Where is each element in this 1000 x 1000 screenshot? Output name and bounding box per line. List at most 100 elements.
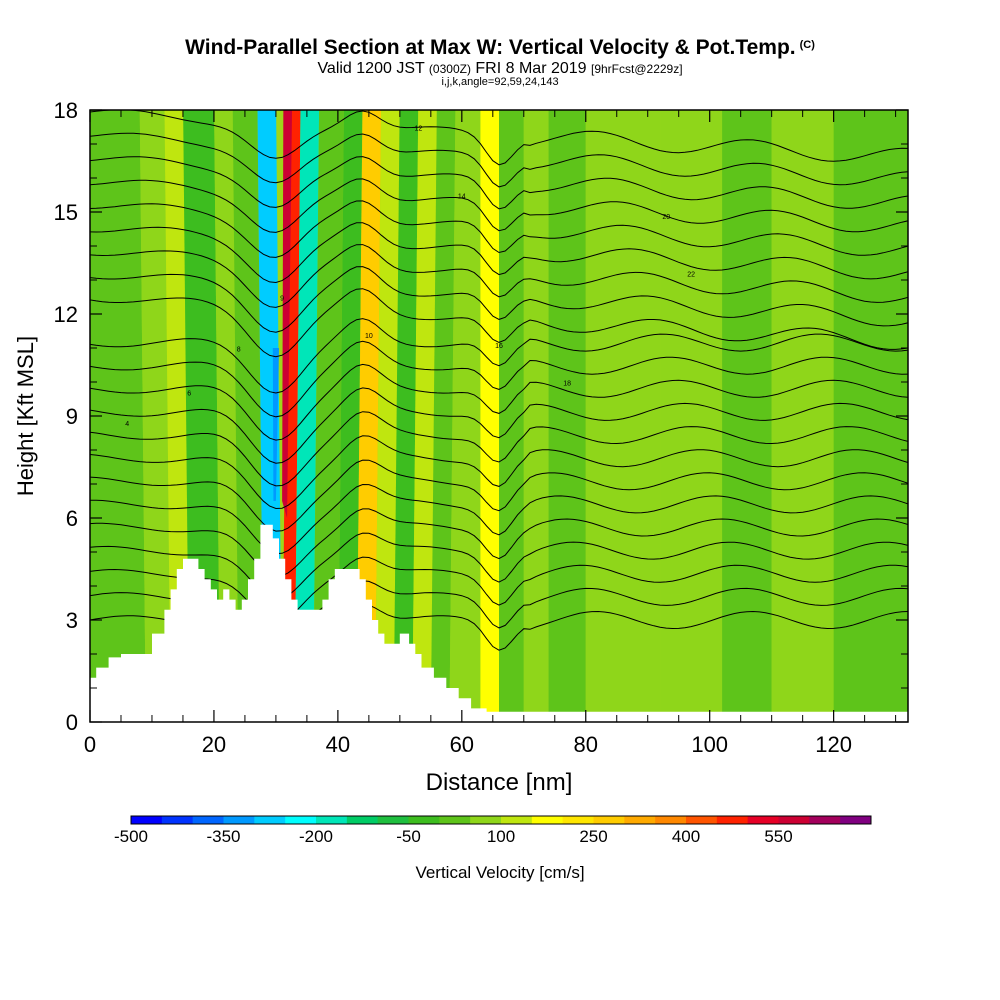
colorbar-swatch <box>408 816 440 824</box>
chart-subtitle: Valid 1200 JST (0300Z) FRI 8 Mar 2019 [9… <box>0 60 1000 78</box>
isentrope-label: 10 <box>365 333 373 340</box>
chart-subtitle-indices: i,j,k,angle=92,59,24,143 <box>441 76 559 88</box>
isentrope-label: 12 <box>415 125 423 132</box>
isentrope-line <box>90 387 908 464</box>
velocity-band <box>375 110 400 722</box>
velocity-band <box>139 110 171 722</box>
updraft-core <box>282 110 293 518</box>
isentrope-line <box>90 411 908 487</box>
isentrope-line <box>90 508 908 577</box>
isentrope-label: 14 <box>458 193 466 200</box>
isentrope-line <box>90 556 908 624</box>
velocity-band <box>412 110 437 722</box>
colorbar-swatch <box>655 816 687 824</box>
colorbar-swatch <box>346 816 379 824</box>
velocity-band <box>523 110 549 722</box>
isentrope-line <box>90 200 908 258</box>
subtitle-date: FRI 8 Mar 2019 <box>470 60 591 77</box>
x-tick-label: 80 <box>574 732 598 757</box>
isentrope-line <box>90 156 908 210</box>
subtitle-utc: (0300Z) <box>428 62 471 76</box>
subtitle-valid: Valid 1200 JST <box>317 60 429 77</box>
isentrope-label: 6 <box>187 391 191 398</box>
colorbar-swatch <box>562 816 594 824</box>
colorbar-swatch <box>531 816 564 824</box>
isentrope-line <box>90 363 908 441</box>
isentrope-line <box>90 532 908 600</box>
isentrope-label: 22 <box>687 272 695 279</box>
colorbar-frame <box>130 815 872 825</box>
velocity-band <box>660 110 723 722</box>
colorbar-swatch <box>716 816 749 824</box>
velocity-band <box>90 110 146 722</box>
colorbar-swatch <box>285 816 317 824</box>
isentrope-line <box>90 340 908 418</box>
isentrope-label: 4 <box>125 421 129 428</box>
isentrope-line <box>90 222 908 284</box>
potential-temperature-contours: 4 6 8 9 10 12 14 16 18 20 22 <box>90 110 908 671</box>
isentrope-line <box>90 288 908 358</box>
y-axis-label: Height [Kft MSL] <box>13 336 38 496</box>
isentrope-line <box>90 435 908 510</box>
x-tick-label: 20 <box>202 732 226 757</box>
isentrope-label: 16 <box>495 343 503 350</box>
isentrope-line <box>90 110 908 166</box>
y-tick-label: 6 <box>66 506 78 531</box>
isentrope-label: 18 <box>563 380 571 387</box>
colorbar-tick-label: -200 <box>298 827 334 846</box>
colorbar-swatch <box>192 816 224 824</box>
colorbar-title: Vertical Velocity [cm/s] <box>415 863 585 882</box>
isentrope-label: 8 <box>237 346 241 353</box>
velocity-band <box>771 110 834 722</box>
x-tick-label: 100 <box>691 732 728 757</box>
colorbar-swatch <box>624 816 656 824</box>
colorbar-swatch <box>470 816 502 824</box>
terrain-mask <box>90 524 908 722</box>
colorbar-tick-label: -350 <box>206 827 241 846</box>
y-tick-label: 15 <box>54 200 78 225</box>
velocity-band <box>480 110 499 722</box>
velocity-band <box>499 110 524 722</box>
subtitle-forecast: [9hrFcst@2229z] <box>591 62 683 76</box>
colorbar-swatch <box>161 816 194 824</box>
colorbar-tick-label: -50 <box>396 827 421 846</box>
colorbar-swatch <box>747 816 779 824</box>
colorbar-swatch <box>223 816 255 824</box>
isentrope-line <box>90 132 908 188</box>
colorbar <box>130 815 872 825</box>
colorbar-tick-label: 400 <box>671 827 701 846</box>
x-tick-label: 60 <box>450 732 474 757</box>
isentrope-line <box>90 244 908 308</box>
terrain-shape <box>90 524 908 722</box>
y-tick-label: 0 <box>66 710 78 735</box>
colorbar-swatch <box>593 816 625 824</box>
y-tick-label: 18 <box>54 98 78 123</box>
colorbar-swatch <box>686 816 718 824</box>
isentrope-line <box>90 483 908 555</box>
colorbar-tick-label: 100 <box>486 827 516 846</box>
isentrope-line <box>90 318 908 394</box>
x-axis: 0 20 40 60 80 100 120 <box>84 110 897 757</box>
x-tick-label: 120 <box>815 732 852 757</box>
chart-title: Wind-Parallel Section at Max W: Vertical… <box>0 36 1000 60</box>
colorbar-swatch <box>131 816 163 824</box>
colorbar-swatch <box>501 816 533 824</box>
isentrope-line <box>90 459 908 532</box>
colorbar-swatch <box>254 816 286 824</box>
velocity-band <box>585 110 661 722</box>
x-axis-label: Distance [nm] <box>426 769 573 796</box>
y-tick-label: 9 <box>66 404 78 429</box>
colorbar-tick-label: 550 <box>764 827 793 846</box>
velocity-band <box>356 110 382 722</box>
isentrope-line <box>90 266 908 333</box>
y-axis: 0 3 6 9 12 15 18 <box>54 98 908 735</box>
chart-title-text: Wind-Parallel Section at Max W: Vertical… <box>185 36 796 59</box>
colorbar-swatch <box>439 816 471 824</box>
x-tick-label: 0 <box>84 732 96 757</box>
velocity-band <box>833 110 908 722</box>
copyright-mark: (C) <box>799 39 815 51</box>
isentrope-line <box>90 178 908 233</box>
isentrope-label: 20 <box>662 214 670 221</box>
x-tick-label: 40 <box>326 732 350 757</box>
